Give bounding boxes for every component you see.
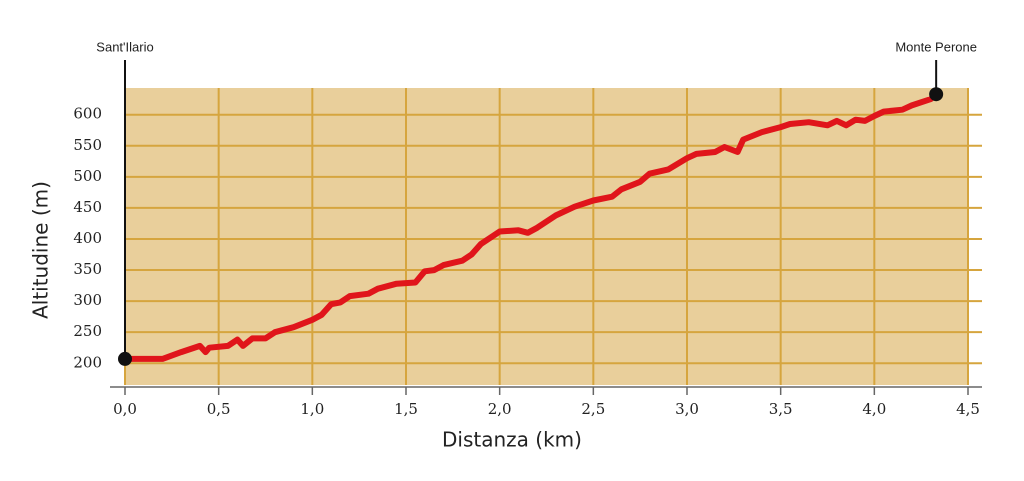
- y-tick-label: 200: [73, 353, 102, 371]
- x-tick-label: 1,0: [300, 400, 324, 418]
- x-axis-label: Distanza (km): [442, 428, 582, 452]
- y-axis-label: Altitudine (m): [29, 181, 53, 319]
- y-tick-label: 500: [73, 167, 102, 185]
- y-tick-label: 350: [73, 260, 102, 278]
- annotation-label: Monte Perone: [895, 39, 977, 54]
- x-tick-label: 3,5: [769, 400, 793, 418]
- x-tick-label: 2,0: [488, 400, 512, 418]
- y-tick-label: 250: [73, 322, 102, 340]
- y-tick-label: 300: [73, 291, 102, 309]
- annotation-marker: [118, 351, 132, 366]
- x-tick-label: 2,5: [581, 400, 605, 418]
- x-tick-label: 4,5: [956, 400, 980, 418]
- annotation-marker: [929, 87, 944, 102]
- x-tick-label: 0,0: [113, 400, 137, 418]
- x-tick-label: 0,5: [207, 400, 231, 418]
- x-tick-label: 4,0: [862, 400, 886, 418]
- annotation-label: Sant'Ilario: [96, 39, 153, 54]
- elevation-line: [125, 91, 939, 362]
- y-tick-label: 450: [73, 198, 102, 216]
- x-tick-label: 3,0: [675, 400, 699, 418]
- y-tick-label: 400: [73, 229, 102, 247]
- y-tick-label: 550: [73, 136, 102, 154]
- x-tick-label: 1,5: [394, 400, 418, 418]
- y-tick-label: 600: [73, 105, 102, 123]
